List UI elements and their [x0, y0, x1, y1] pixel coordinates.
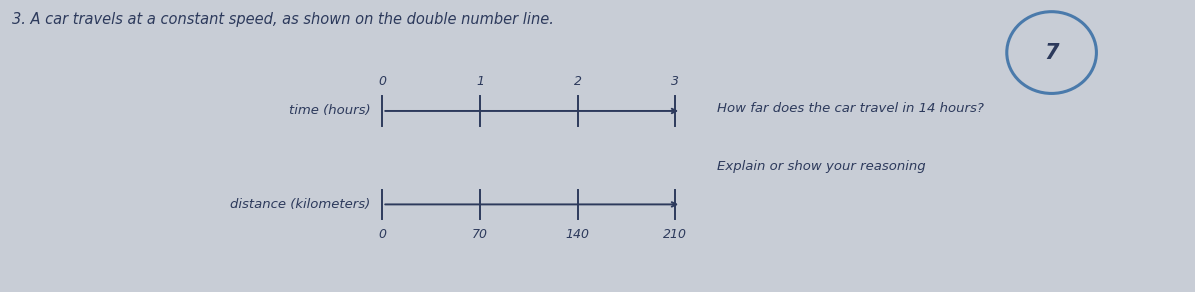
- Text: 3. A car travels at a constant speed, as shown on the double number line.: 3. A car travels at a constant speed, as…: [12, 12, 553, 27]
- Text: 210: 210: [663, 228, 687, 241]
- Text: 3: 3: [672, 74, 679, 88]
- Text: distance (kilometers): distance (kilometers): [231, 198, 370, 211]
- Text: time (hours): time (hours): [289, 105, 370, 117]
- Text: 2: 2: [574, 74, 582, 88]
- Text: 7: 7: [1044, 43, 1059, 62]
- Text: 0: 0: [379, 228, 386, 241]
- Text: 70: 70: [472, 228, 488, 241]
- Text: 140: 140: [565, 228, 589, 241]
- Text: 1: 1: [476, 74, 484, 88]
- Text: Explain or show your reasoning: Explain or show your reasoning: [717, 160, 926, 173]
- Text: 0: 0: [379, 74, 386, 88]
- Text: How far does the car travel in 14 hours?: How far does the car travel in 14 hours?: [717, 102, 983, 114]
